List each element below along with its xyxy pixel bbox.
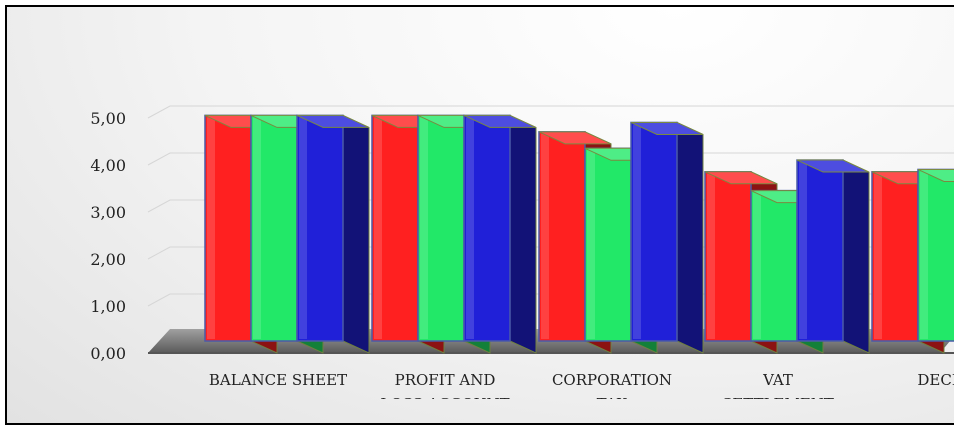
y-tick-label: 4,00: [90, 156, 126, 175]
bar: [463, 114, 537, 354]
category-label: LOSS ACCOUNT: [380, 395, 509, 399]
y-tick-label: 2,00: [90, 250, 126, 269]
category-label: CORPORATION: [552, 371, 672, 389]
x-axis-labels: BALANCE SHEET PROFIT AND LOSS ACCOUNT CORPO…: [209, 371, 954, 399]
category-label: SETTLEMENT: [722, 395, 834, 399]
bar-chart: 0,00 1,00 2,00 3,00 4,00 5,00 BALANCE SHEET PR…: [90, 105, 954, 399]
category-label: VAT: [762, 371, 793, 389]
category-label: TAX: [597, 395, 628, 399]
bar: [630, 121, 704, 354]
y-tick-label: 0,00: [90, 344, 126, 363]
y-tick-label: 5,00: [90, 109, 126, 128]
bar: [796, 159, 870, 354]
bars: [204, 114, 954, 354]
y-axis-ticks: 0,00 1,00 2,00 3,00 4,00 5,00: [90, 109, 126, 363]
category-label: DECLA: [917, 371, 954, 389]
gridline: [147, 105, 954, 119]
bar: [917, 168, 954, 342]
category-label: PROFIT AND: [395, 371, 496, 389]
category-label: BALANCE SHEET: [209, 371, 347, 389]
y-tick-label: 3,00: [90, 203, 126, 222]
bar: [296, 114, 370, 354]
y-tick-label: 1,00: [90, 297, 126, 316]
